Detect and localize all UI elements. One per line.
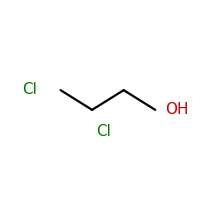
Text: OH: OH (165, 102, 189, 117)
Text: Cl: Cl (97, 124, 111, 139)
Text: Cl: Cl (22, 82, 37, 97)
